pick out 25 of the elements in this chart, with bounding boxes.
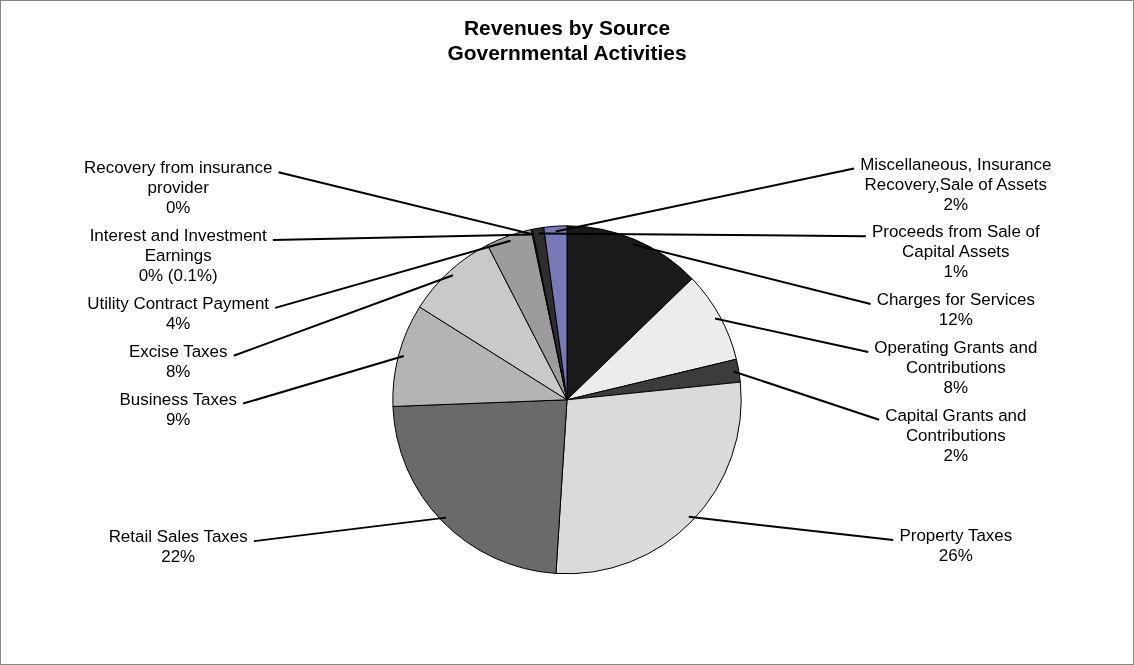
data-label: 1% — [943, 262, 969, 282]
category-label: Recovery from insurance provider — [84, 158, 273, 198]
slice-label: Interest and Investment Earnings — [89, 226, 268, 266]
chart-title: Revenues by Source Governmental Activities — [447, 16, 687, 65]
data-label: 26% — [938, 546, 973, 566]
slice-label: Utility Contract Payment — [87, 294, 270, 314]
data-label: 8% — [943, 377, 969, 397]
slice-label: Operating Grants and Contributions — [874, 338, 1038, 378]
data-label: 22% — [161, 547, 196, 567]
slice-label: Business Taxes — [119, 389, 237, 409]
slice-label: Excise Taxes — [128, 341, 228, 361]
data-label: 12% — [938, 310, 973, 330]
slice-label: Property Taxes — [899, 526, 1013, 546]
slice-label: Proceeds from Sale of Capital Assets — [871, 222, 1040, 262]
data-label: 2% — [943, 194, 969, 214]
slice-label: Retail Sales Taxes — [108, 527, 248, 547]
text: 0% — [165, 198, 191, 218]
data-label: 0% (0.1%) — [138, 266, 218, 286]
data-label: 9% — [165, 409, 191, 429]
slice-label: Capital Grants and Contributions — [885, 405, 1027, 445]
slice-label: Charges for Services — [876, 290, 1035, 310]
data-label: 8% — [165, 361, 191, 381]
data-label: 4% — [165, 314, 191, 333]
slice-label: Miscellaneous, Insurance Recovery,Sale of Assets — [860, 154, 1052, 194]
data-label: 2% — [943, 445, 969, 465]
